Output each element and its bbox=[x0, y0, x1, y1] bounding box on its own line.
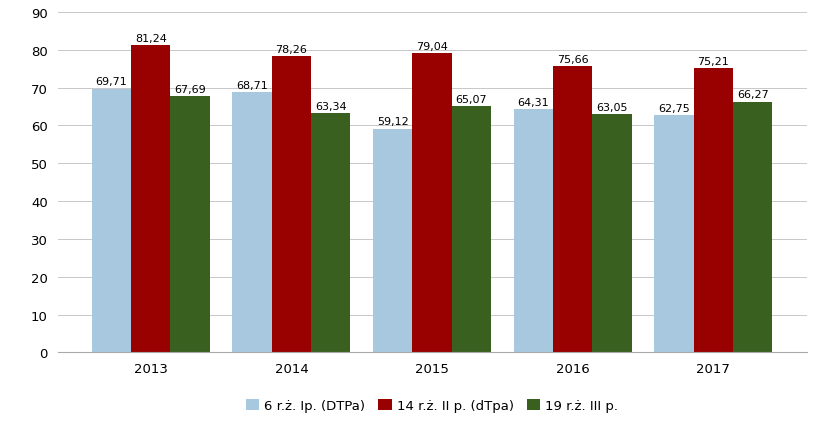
Text: 64,31: 64,31 bbox=[518, 98, 549, 108]
Bar bbox=[654, 116, 694, 353]
Text: 65,07: 65,07 bbox=[456, 95, 487, 105]
Text: 78,26: 78,26 bbox=[276, 45, 307, 55]
Text: 79,04: 79,04 bbox=[416, 42, 448, 52]
Bar bbox=[553, 67, 593, 353]
Text: 68,71: 68,71 bbox=[236, 81, 268, 91]
Bar bbox=[452, 107, 491, 353]
Bar bbox=[373, 129, 412, 353]
Text: 81,24: 81,24 bbox=[135, 34, 167, 44]
Text: 69,71: 69,71 bbox=[95, 77, 128, 87]
Bar bbox=[170, 97, 210, 353]
Bar bbox=[694, 69, 733, 353]
Bar bbox=[311, 114, 351, 353]
Text: 63,05: 63,05 bbox=[597, 102, 628, 112]
Bar bbox=[91, 89, 131, 353]
Text: 62,75: 62,75 bbox=[658, 104, 690, 114]
Text: 63,34: 63,34 bbox=[315, 101, 346, 111]
Bar bbox=[733, 102, 773, 353]
Bar bbox=[131, 46, 170, 353]
Bar bbox=[272, 57, 311, 353]
Text: 66,27: 66,27 bbox=[737, 90, 769, 100]
Text: 67,69: 67,69 bbox=[174, 85, 206, 95]
Text: 59,12: 59,12 bbox=[377, 117, 408, 127]
Bar bbox=[412, 54, 452, 353]
Bar bbox=[593, 115, 632, 353]
Bar bbox=[232, 93, 272, 353]
Text: 75,21: 75,21 bbox=[698, 56, 729, 67]
Bar bbox=[514, 110, 553, 353]
Legend: 6 r.ż. Ip. (DTPa), 14 r.ż. II p. (dTpa), 19 r.ż. III p.: 6 r.ż. Ip. (DTPa), 14 r.ż. II p. (dTpa),… bbox=[240, 394, 624, 418]
Text: 75,66: 75,66 bbox=[557, 55, 588, 65]
